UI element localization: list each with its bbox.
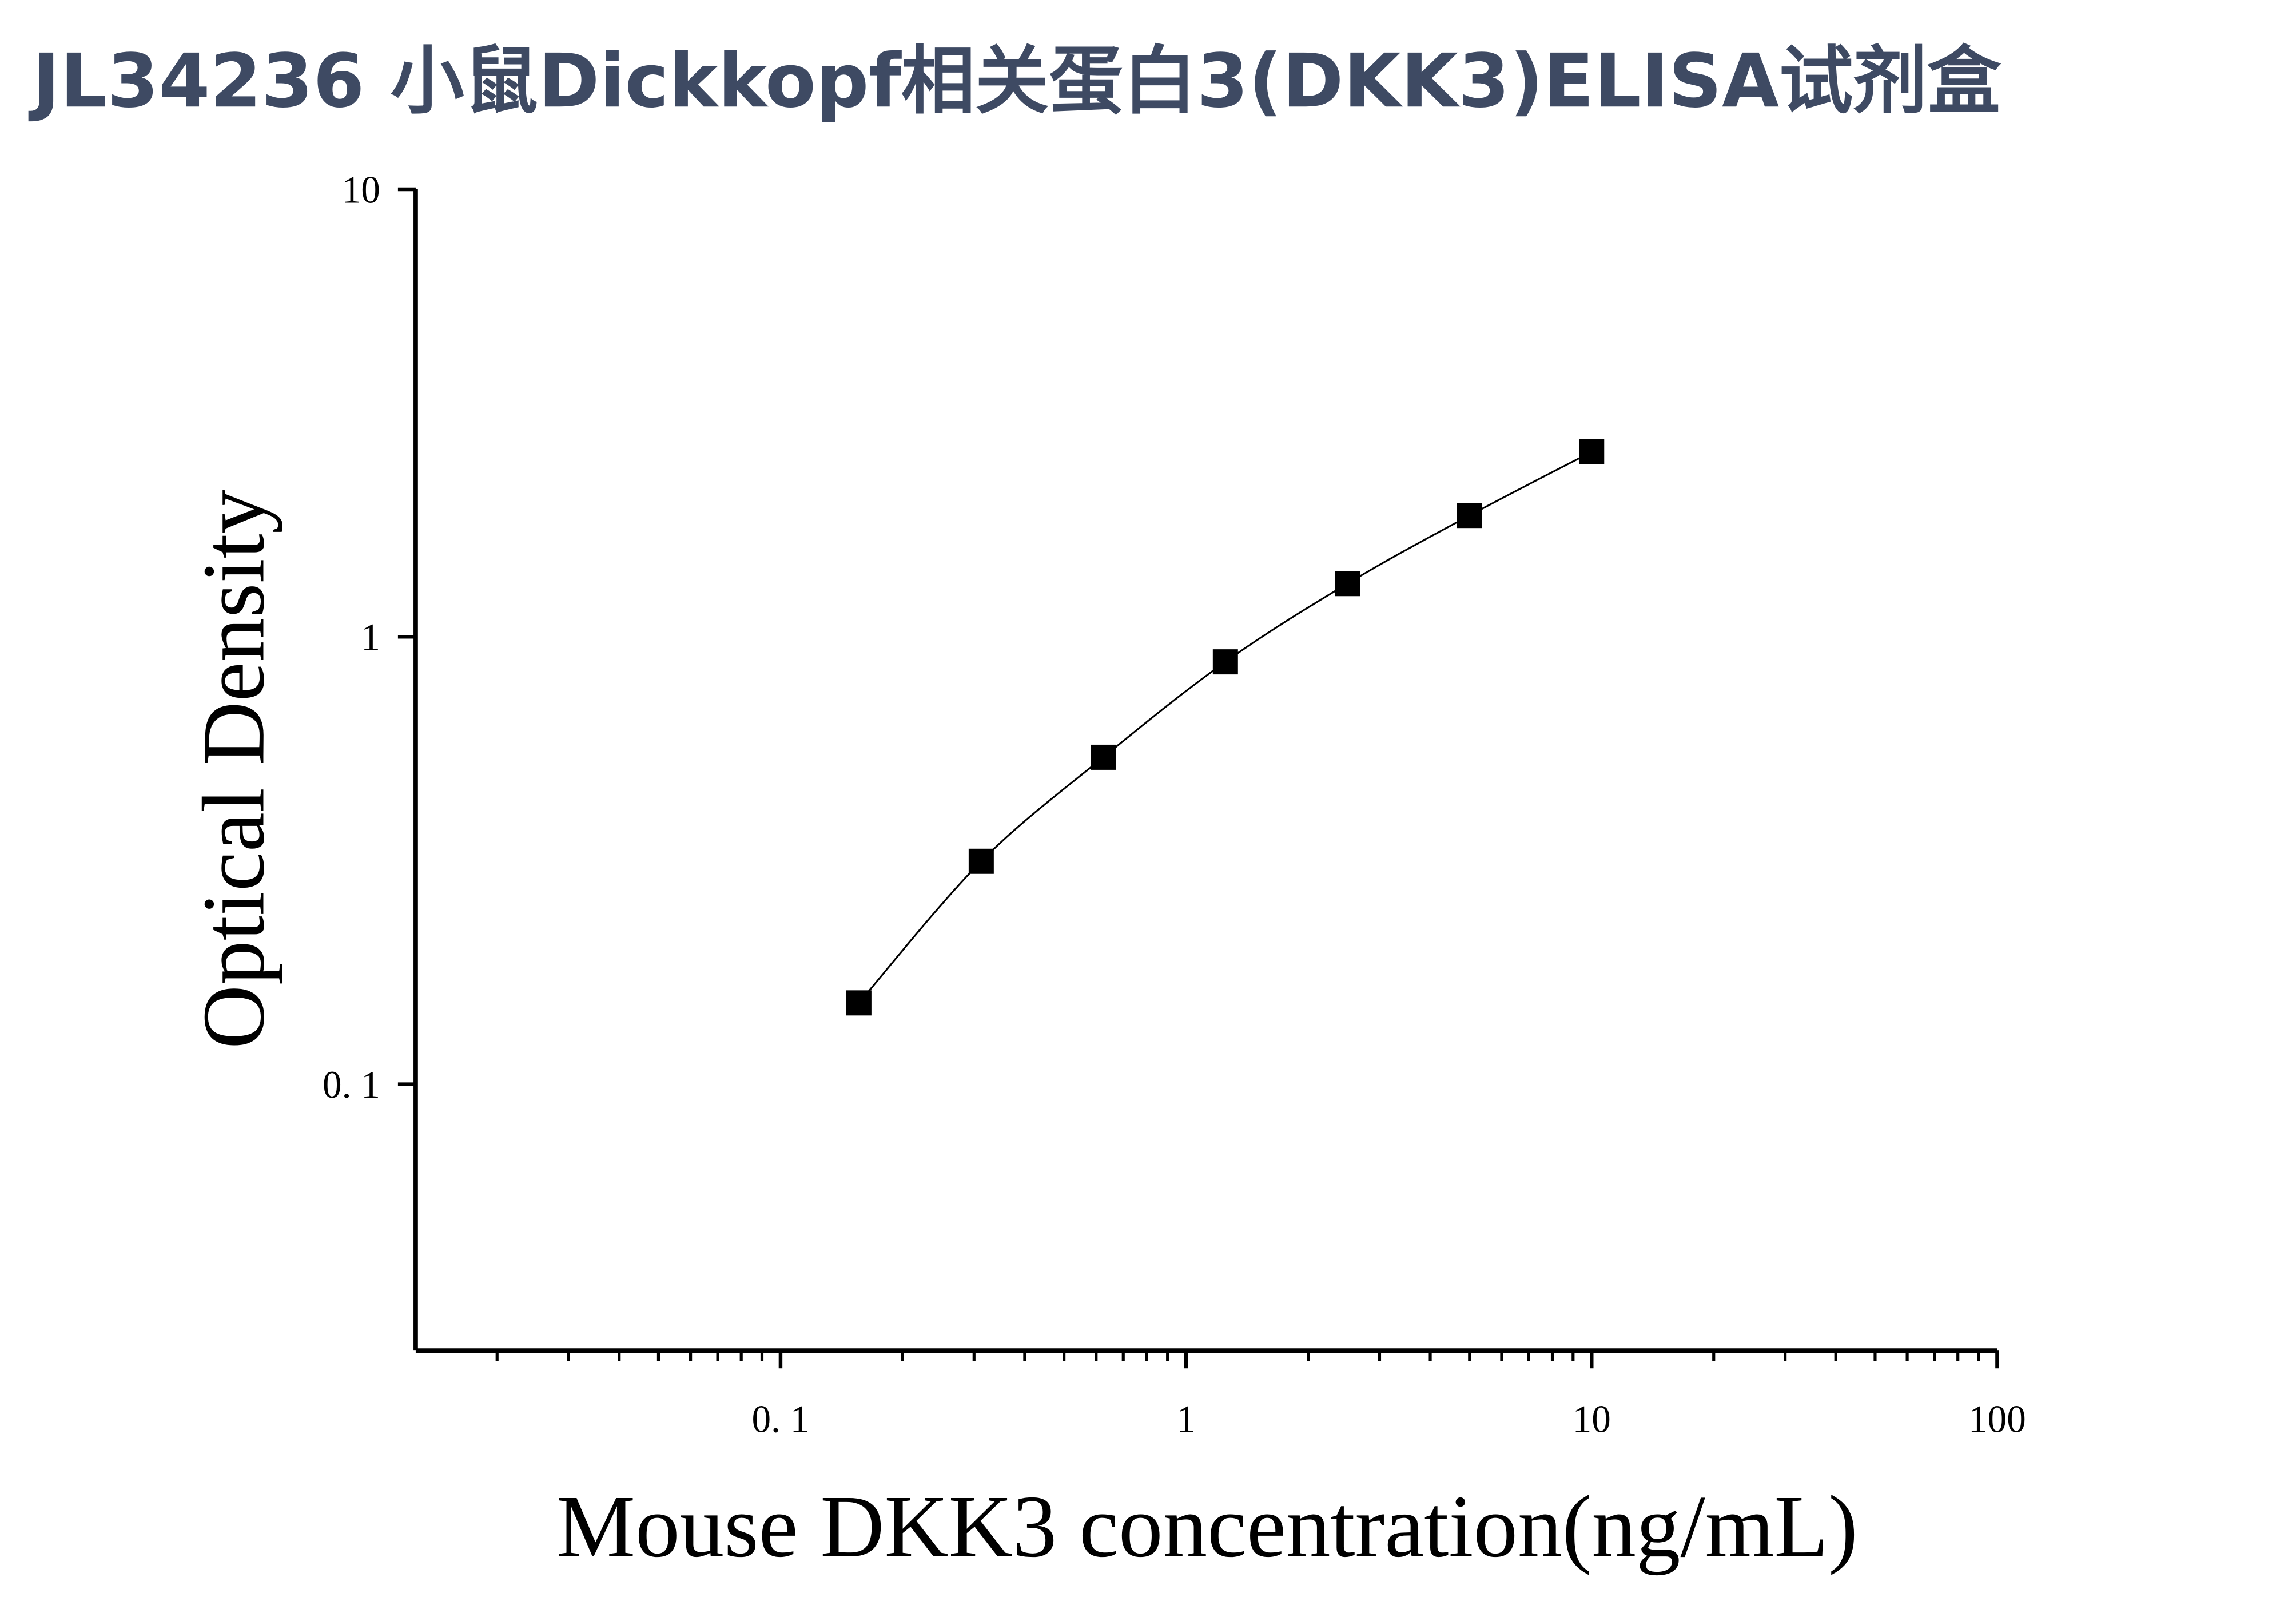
data-point — [1579, 439, 1605, 464]
y-axis-title: Optical Density — [184, 490, 282, 1049]
y-tick-label: 1 — [361, 616, 380, 659]
data-point — [1457, 503, 1482, 529]
data-point — [968, 848, 994, 874]
x-tick-label: 1 — [1176, 1397, 1196, 1440]
data-point — [1335, 571, 1360, 597]
chart-title: JL34236 小鼠Dickkopf相关蛋白3(DKK3)ELISA试剂盒 — [28, 38, 2001, 124]
data-point — [1212, 649, 1238, 675]
data-point — [1091, 744, 1116, 770]
x-tick-label: 0. 1 — [751, 1397, 809, 1440]
y-tick-label: 10 — [342, 168, 380, 211]
x-axis-title: Mouse DKK3 concentration(ng/mL) — [556, 1477, 1858, 1576]
data-point — [846, 990, 872, 1016]
x-tick-label: 10 — [1573, 1397, 1611, 1440]
y-tick-label: 0. 1 — [323, 1063, 380, 1106]
fit-curve — [858, 451, 1592, 1004]
x-tick-label: 100 — [1968, 1397, 2026, 1440]
